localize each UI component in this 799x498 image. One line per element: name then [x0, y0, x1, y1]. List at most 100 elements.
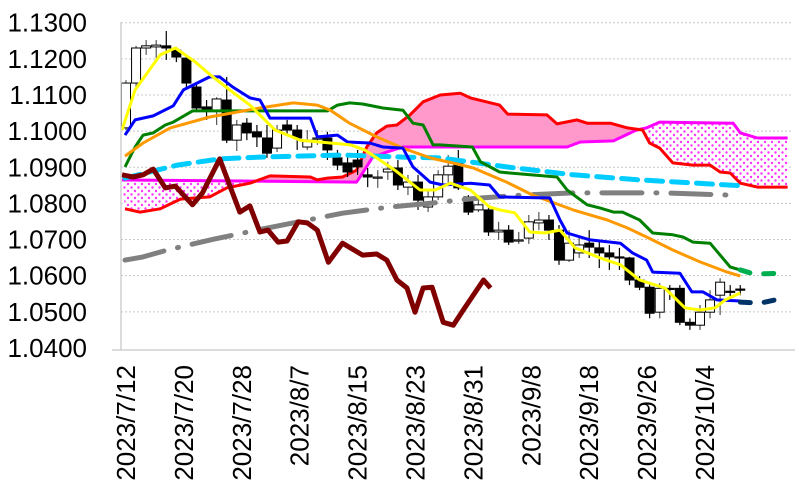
y-tick-label: 1.0800 [7, 188, 87, 218]
candle-body-down [191, 86, 202, 109]
x-tick-label: 2023/10/4 [690, 365, 720, 481]
kijun-forward-dashed-line [737, 294, 790, 306]
candle-body-up [141, 45, 152, 49]
candle-body-down [614, 256, 625, 259]
candle [231, 119, 242, 151]
candle-body-up [654, 287, 665, 313]
candle-body-down [282, 124, 293, 131]
candle [181, 57, 192, 88]
candle-body-down [584, 242, 595, 248]
y-tick-label: 1.1100 [9, 80, 87, 110]
candle-body-down [352, 159, 363, 168]
candle-body-up [715, 281, 726, 296]
y-tick-label: 1.0900 [7, 152, 87, 182]
candle [604, 244, 615, 270]
candle-body-up [151, 44, 162, 48]
candle-body-up [211, 98, 222, 111]
x-tick-label: 2023/9/26 [632, 365, 662, 481]
x-tick-label: 2023/7/12 [111, 365, 141, 481]
candle-body-down [161, 45, 172, 49]
candle [684, 318, 695, 330]
candle-body-up [705, 299, 716, 313]
candle [161, 31, 172, 60]
candle [594, 239, 605, 269]
y-tick-label: 1.0600 [7, 261, 87, 291]
candle-body-down [201, 106, 212, 110]
candle [493, 221, 504, 240]
kijun-sen-line [123, 75, 741, 303]
indicator-lines [120, 46, 791, 328]
y-tick-label: 1.0700 [7, 225, 87, 255]
candle-body-down [181, 57, 192, 84]
candle-body-up [443, 165, 454, 176]
candle [473, 200, 484, 213]
candle [131, 45, 142, 88]
candle [715, 278, 726, 316]
candle [362, 167, 373, 188]
candle-body-down [362, 174, 373, 178]
candle-body-down [594, 247, 605, 254]
x-tick-label: 2023/8/15 [343, 365, 373, 481]
x-tick-label: 2023/7/20 [169, 365, 199, 481]
candle-body-down [221, 99, 232, 141]
ichimoku-cloud [122, 93, 788, 213]
x-tick-label: 2023/8/7 [285, 365, 315, 466]
candle [513, 231, 524, 244]
candle [533, 212, 544, 231]
candle [241, 118, 252, 141]
candle-body-down [251, 131, 262, 138]
green-forward-dotted-line [737, 267, 791, 277]
senkou-span-b-line [121, 120, 788, 184]
candle-body-down [644, 286, 655, 314]
candle-body-up [231, 124, 242, 141]
candle-body-up [694, 311, 705, 326]
candle-body-down [342, 162, 353, 173]
candle-body-down [332, 157, 343, 166]
candle-body-up [533, 219, 544, 224]
cloud-bullish-fill [122, 93, 788, 183]
candle-body-down [241, 122, 252, 134]
candle [151, 40, 162, 59]
candle-body-down [684, 321, 695, 326]
candle [644, 282, 655, 319]
candle-body-up [493, 229, 504, 233]
candle-body-up [372, 176, 383, 179]
candle [191, 84, 202, 111]
candle [342, 154, 353, 178]
candle-body-down [543, 219, 554, 231]
candle-body-down [604, 252, 615, 258]
candle [483, 204, 494, 236]
candle [614, 247, 625, 270]
candle-body-up [513, 239, 524, 242]
candle-body-up [564, 242, 575, 261]
candle-body-up [131, 47, 142, 84]
candle [372, 170, 383, 188]
candle-body-down [503, 229, 514, 243]
candle [261, 124, 272, 158]
candle [141, 40, 152, 55]
candle-body-up [473, 204, 484, 211]
x-tick-label: 2023/8/31 [458, 365, 488, 481]
candle-body-down [261, 137, 272, 154]
candle [564, 230, 575, 262]
x-tick-label: 2023/9/8 [516, 365, 546, 466]
senkou-spans [121, 91, 788, 214]
x-tick-label: 2023/9/18 [574, 365, 604, 481]
x-axis-labels: 2023/7/12 2023/7/20 2023/7/28 2023/8/7 2023/… [111, 365, 720, 481]
candle [543, 214, 554, 240]
chikou-span-line [121, 156, 493, 328]
candle-body-up [382, 168, 393, 173]
orange-line [124, 101, 741, 278]
candle [654, 282, 665, 319]
green-line [123, 101, 741, 272]
y-tick-label: 1.1000 [7, 116, 87, 146]
y-tick-label: 1.1200 [7, 44, 87, 74]
y-tick-label: 1.1300 [7, 8, 87, 38]
y-axis-labels: 1.1300 1.1200 1.1100 1.1000 1.0900 1.0800 1.07… [7, 8, 87, 363]
y-tick-label: 1.0400 [7, 333, 87, 363]
candle [251, 124, 262, 148]
candle-body-down [735, 288, 746, 291]
gray-dashdot-line [122, 190, 733, 263]
x-tick-label: 2023/8/23 [401, 365, 431, 481]
